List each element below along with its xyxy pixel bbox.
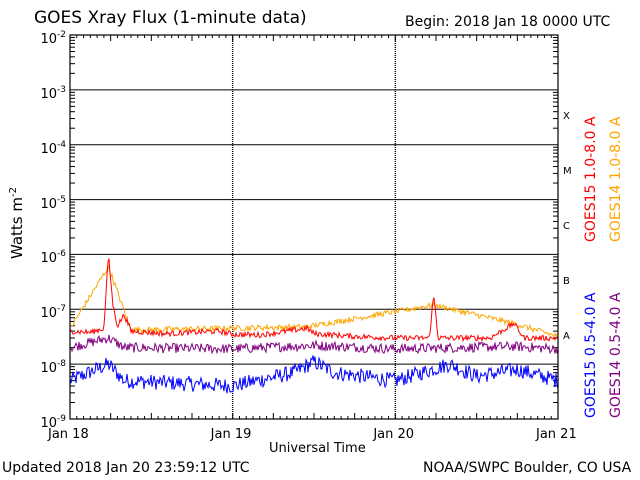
x-tick-label: Jan 19 <box>210 427 252 442</box>
series-line <box>69 334 559 355</box>
y-tick-label: 10-6 <box>40 249 66 267</box>
series-line <box>69 355 559 394</box>
credit-line: NOAA/SWPC Boulder, CO USA <box>423 460 632 476</box>
x-tick-label: Jan 18 <box>48 427 89 442</box>
x-tick-label: Jan 21 <box>536 427 577 442</box>
y-tick-label: 10-3 <box>40 84 66 102</box>
series-line <box>69 263 559 338</box>
flare-class-label: M <box>563 166 572 178</box>
y-tick-label: 10-5 <box>40 194 66 212</box>
flare-class-label: C <box>563 221 570 232</box>
y-tick-label: 10-7 <box>40 304 66 322</box>
y-tick-label: 10-9 <box>40 414 66 431</box>
flare-class-label: A <box>563 330 570 342</box>
x-tick-label: Jan 20 <box>373 427 415 442</box>
y-tick-label: 10-2 <box>40 30 66 47</box>
y-tick-label: 10-8 <box>40 359 66 377</box>
legend-entry: GOES14 1.0-8.0 A <box>608 116 624 242</box>
legend-entry: GOES15 1.0-8.0 A <box>583 116 599 242</box>
legend-entry: GOES15 0.5-4.0 A <box>583 292 599 418</box>
y-tick-label: 10-4 <box>40 139 66 157</box>
plot-series <box>69 258 559 394</box>
flare-class-label: X <box>563 111 570 123</box>
x-axis-label: Universal Time <box>269 441 366 456</box>
updated-time: Updated 2018 Jan 20 23:59:12 UTC <box>2 460 250 476</box>
begin-time: Begin: 2018 Jan 18 0000 UTC <box>405 14 611 30</box>
plot-frame <box>69 34 559 420</box>
flare-class-label: B <box>563 275 570 287</box>
chart-title: GOES Xray Flux (1-minute data) <box>34 8 307 28</box>
series-line <box>69 258 559 343</box>
legend-entry: GOES14 0.5-4.0 A <box>608 292 624 418</box>
